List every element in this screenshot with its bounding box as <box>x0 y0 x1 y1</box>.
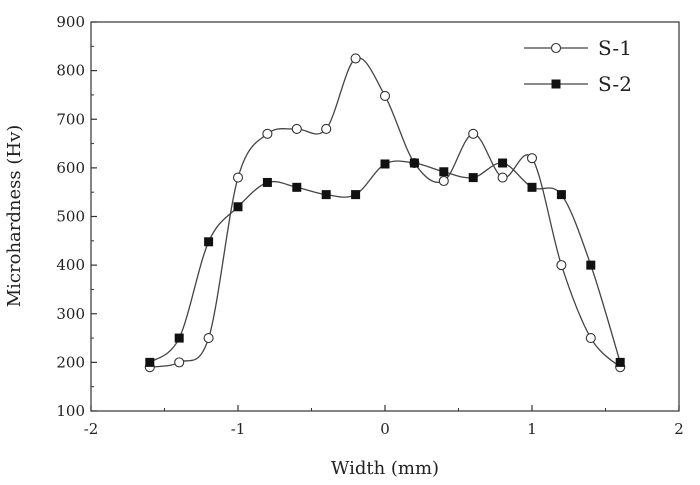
data-point <box>292 182 302 192</box>
y-tick-label: 100 <box>56 402 85 420</box>
series-s-1 <box>144 53 626 373</box>
data-point <box>468 173 478 183</box>
data-point <box>556 260 567 271</box>
data-point <box>527 182 537 192</box>
data-point <box>350 53 361 64</box>
series-layer <box>144 53 626 373</box>
data-point <box>497 172 508 183</box>
data-point <box>291 123 302 135</box>
plot-frame <box>90 21 680 412</box>
x-tick-label: 0 <box>380 420 390 438</box>
legend: S-1 S-2 <box>524 36 632 96</box>
legend-label: S-2 <box>598 72 632 96</box>
y-tick-label: 400 <box>56 256 85 274</box>
axis-ticks: -2 -1 0 1 2 100 200 300 400 500 600 700 800 900 <box>56 13 683 438</box>
data-point <box>615 357 625 367</box>
y-tick-label: 200 <box>56 353 85 371</box>
y-tick-label: 900 <box>56 13 85 31</box>
data-point <box>586 260 596 270</box>
data-point <box>351 190 361 200</box>
y-tick-label: 500 <box>56 208 85 226</box>
x-tick-label: 2 <box>674 420 684 438</box>
x-tick-label: -1 <box>231 420 246 438</box>
data-point <box>468 128 479 139</box>
y-axis-label: Microhardness (Hv) <box>4 125 25 308</box>
data-point <box>174 333 184 343</box>
data-point <box>321 190 331 200</box>
y-tick-label: 800 <box>56 62 85 80</box>
y-tick-label: 600 <box>56 159 85 177</box>
data-point <box>204 237 214 247</box>
data-point <box>233 202 243 212</box>
data-point <box>409 158 419 168</box>
y-tick-label: 300 <box>56 305 85 323</box>
data-point <box>262 177 272 187</box>
data-point <box>174 357 185 368</box>
data-point <box>380 159 390 169</box>
series-s-2 <box>145 158 625 367</box>
data-point <box>203 333 214 344</box>
legend-item: S-1 <box>524 36 632 60</box>
data-point <box>438 175 449 187</box>
x-tick-label: 1 <box>527 420 537 438</box>
series-line <box>149 57 621 368</box>
data-point <box>498 158 508 168</box>
legend-marker <box>550 42 562 54</box>
data-point <box>439 167 449 177</box>
y-tick-label: 700 <box>56 110 85 128</box>
data-point <box>379 90 391 101</box>
x-axis-label: Width (mm) <box>331 458 439 479</box>
data-point <box>585 333 596 344</box>
legend-marker <box>551 79 561 89</box>
legend-item: S-2 <box>524 72 632 96</box>
data-point <box>321 123 332 135</box>
data-point <box>145 357 155 367</box>
data-point <box>526 153 538 164</box>
data-point <box>232 172 244 183</box>
legend-label: S-1 <box>598 36 632 60</box>
data-point <box>556 190 566 200</box>
series-line <box>149 160 621 363</box>
x-tick-label: -2 <box>84 420 99 438</box>
data-point <box>262 128 273 139</box>
